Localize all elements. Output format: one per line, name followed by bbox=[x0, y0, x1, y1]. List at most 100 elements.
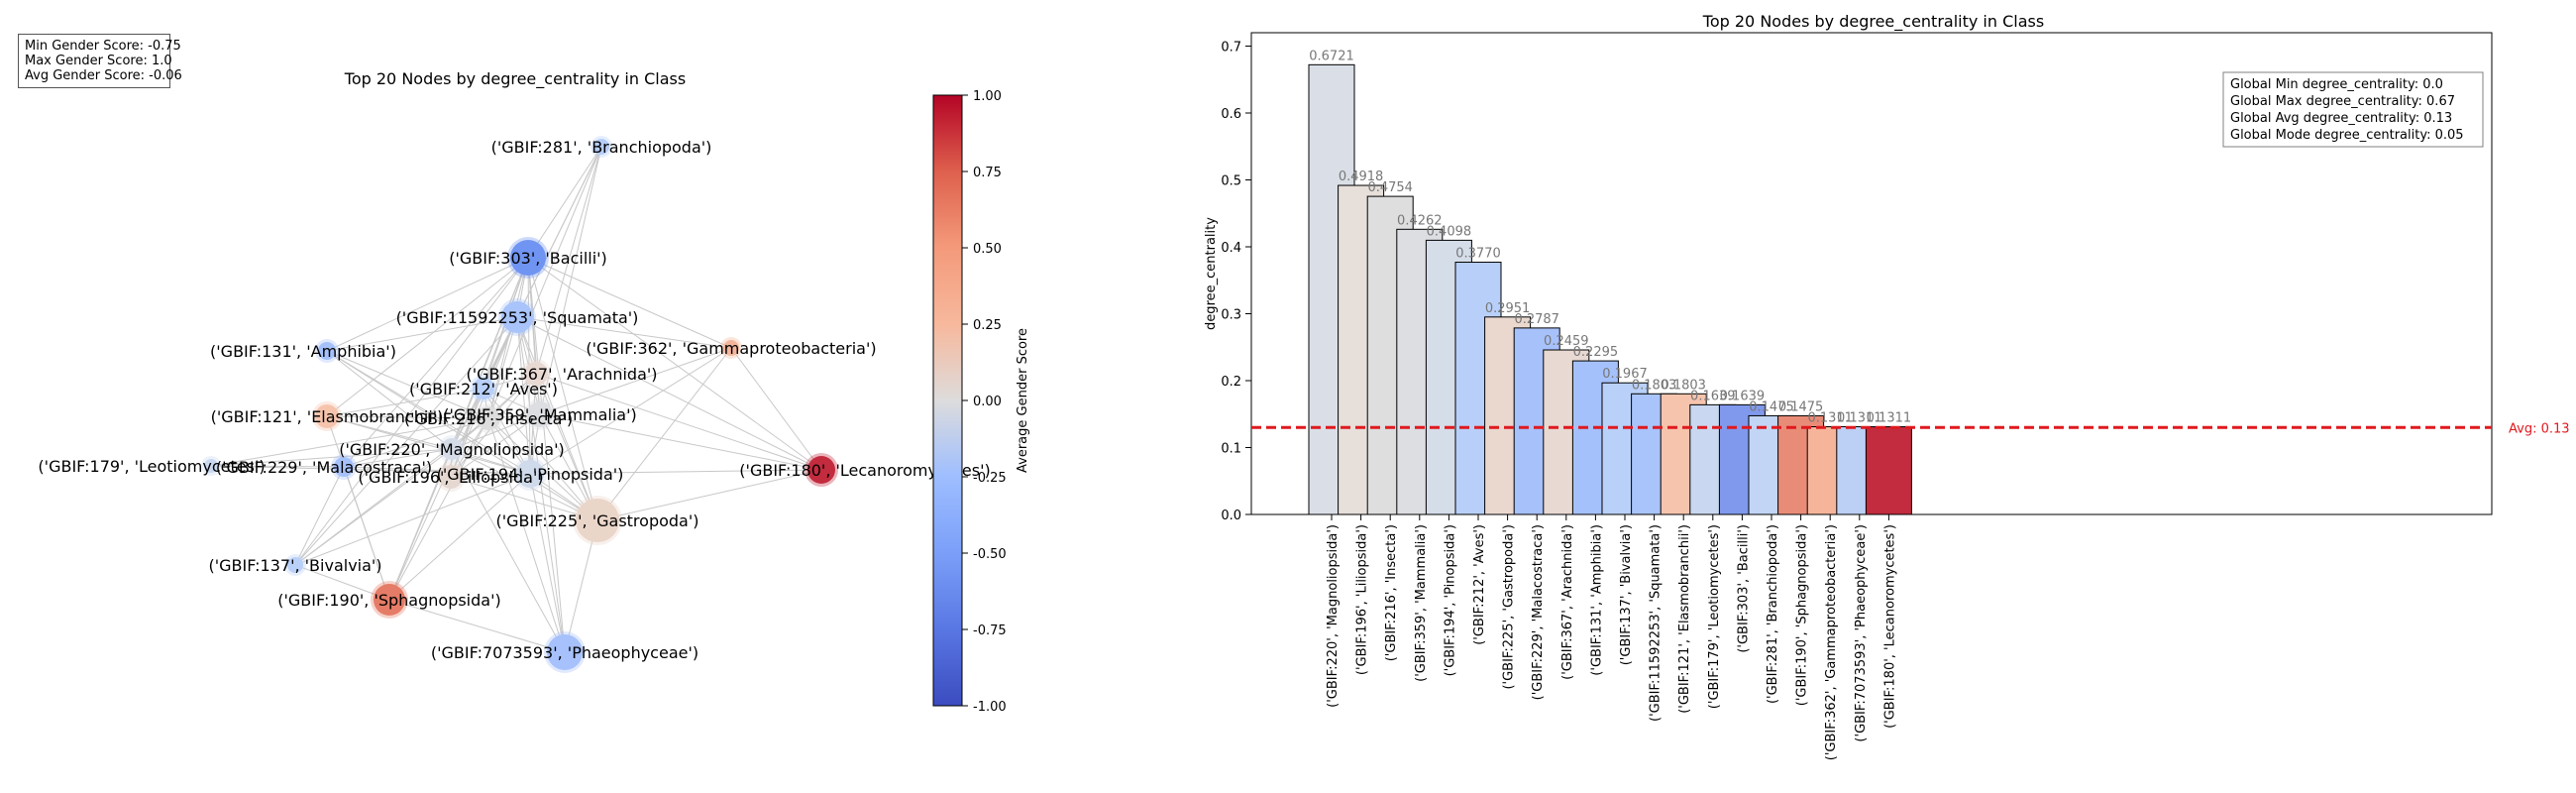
network-edge bbox=[450, 413, 541, 478]
global-mode-text: Global Mode degree_centrality: 0.05 bbox=[2230, 128, 2464, 143]
network-nodes bbox=[201, 136, 838, 673]
x-tick-label: ('GBIF:11592253', 'Squamata') bbox=[1649, 524, 1664, 722]
x-tick-label: ('GBIF:212', 'Aves') bbox=[1472, 524, 1487, 645]
network-edge bbox=[539, 413, 822, 471]
network-edge bbox=[487, 417, 566, 653]
network-node bbox=[204, 459, 218, 473]
network-node bbox=[315, 404, 339, 428]
network-edge bbox=[450, 257, 529, 478]
x-tick-label: ('GBIF:121', 'Elasmobranchii') bbox=[1677, 524, 1692, 714]
bar-value-label: 0.2787 bbox=[1514, 312, 1559, 327]
network-node bbox=[439, 465, 463, 489]
bars bbox=[1308, 63, 1912, 515]
network-node-label: ('GBIF:212', 'Aves') bbox=[409, 380, 558, 398]
bar-value-label: 0.1639 bbox=[1690, 389, 1736, 403]
network-edge bbox=[388, 599, 566, 653]
colorbar-tick-label: -0.25 bbox=[973, 471, 1007, 486]
network-edge bbox=[451, 448, 566, 653]
network-edge bbox=[539, 146, 602, 415]
network-edge bbox=[294, 466, 345, 566]
x-tick-label: ('GBIF:359', 'Mammalia') bbox=[1414, 524, 1429, 682]
network-node-label: ('GBIF:137', 'Bivalvia') bbox=[208, 556, 381, 575]
y-axis-ticks: 0.0 0.1 0.2 0.3 0.4 0.5 0.6 0.7 bbox=[1221, 41, 1251, 523]
network-edge bbox=[326, 350, 453, 450]
global-min-text: Global Min degree_centrality: 0.0 bbox=[2230, 77, 2443, 92]
network-node bbox=[477, 406, 500, 430]
network-edge bbox=[483, 388, 598, 521]
network-node-label: ('GBIF:229', 'Malacostraca') bbox=[216, 458, 432, 477]
network-edge bbox=[451, 146, 602, 450]
colorbar-tick-label: -1.00 bbox=[973, 700, 1007, 715]
bar-value-label: 0.4262 bbox=[1397, 213, 1443, 228]
bar-value-label: 0.1311 bbox=[1837, 411, 1882, 426]
network-node bbox=[501, 301, 533, 333]
network-edge bbox=[527, 257, 566, 653]
network-node bbox=[593, 139, 609, 155]
y-tick-label: 0.0 bbox=[1221, 509, 1241, 523]
bar-value-label: 0.1475 bbox=[1778, 399, 1824, 414]
network-node bbox=[334, 457, 354, 477]
x-axis-ticks: ('GBIF:220', 'Magnoliopsida') ('GBIF:196'… bbox=[1326, 514, 1897, 760]
network-node bbox=[374, 584, 405, 616]
network-edge bbox=[388, 473, 531, 601]
network-edge bbox=[516, 316, 598, 521]
network-edge bbox=[210, 448, 453, 467]
network-edge bbox=[343, 417, 489, 468]
network-node-label: ('GBIF:303', 'Bacilli') bbox=[449, 249, 607, 268]
network-node bbox=[807, 456, 835, 484]
network-edge bbox=[294, 316, 518, 566]
average-line-label: Avg: 0.13 bbox=[2509, 421, 2570, 436]
x-tick-label: ('GBIF:194', 'Pinopsida') bbox=[1443, 524, 1457, 676]
network-node-label: ('GBIF:196', 'Liliopsida') bbox=[358, 468, 543, 487]
x-tick-label: ('GBIF:131', 'Amphibia') bbox=[1589, 524, 1604, 676]
y-tick-label: 0.7 bbox=[1221, 41, 1241, 56]
network-node-label: ('GBIF:220', 'Magnoliopsida') bbox=[339, 440, 565, 459]
network-node-label: ('GBIF:367', 'Arachnida') bbox=[466, 365, 657, 384]
network-node bbox=[576, 499, 619, 542]
network-edge bbox=[527, 257, 822, 471]
network-node bbox=[723, 340, 739, 356]
network-edge bbox=[483, 388, 531, 475]
network-edge bbox=[596, 347, 732, 521]
gender-stats-box: Min Gender Score: -0.75 Max Gender Score… bbox=[18, 34, 182, 88]
network-edge bbox=[450, 476, 598, 521]
x-tick-label: ('GBIF:229', 'Malacostraca') bbox=[1531, 524, 1546, 700]
network-node bbox=[547, 634, 583, 670]
bar-value-label: 0.1803 bbox=[1661, 378, 1706, 393]
network-edge bbox=[487, 316, 518, 419]
bar-value-label: 0.4098 bbox=[1427, 224, 1472, 239]
network-edge bbox=[343, 448, 453, 468]
network-node-label: ('GBIF:7073593', 'Phaeophyceae') bbox=[431, 643, 698, 662]
colorbar-tick-label: 0.25 bbox=[973, 318, 1002, 333]
network-edge bbox=[294, 448, 453, 566]
x-tick-label: ('GBIF:367', 'Arachnida') bbox=[1560, 524, 1575, 680]
bar-value-label: 0.2459 bbox=[1544, 334, 1589, 349]
bar-value-label: 0.1475 bbox=[1749, 399, 1794, 414]
network-node-label: ('GBIF:216', 'Insecta') bbox=[404, 409, 573, 428]
bar-value-label: 0.6721 bbox=[1309, 49, 1354, 63]
network-edge bbox=[343, 466, 531, 475]
network-node bbox=[318, 342, 336, 360]
network-edge bbox=[527, 146, 602, 259]
y-tick-label: 0.6 bbox=[1221, 107, 1241, 122]
network-node-label: ('GBIF:281', 'Branchiopoda') bbox=[491, 138, 712, 157]
bar-value-label: 0.1967 bbox=[1602, 367, 1648, 382]
network-edge bbox=[326, 257, 529, 352]
network-node-label: ('GBIF:121', 'Elasmobranchii') bbox=[211, 407, 444, 426]
x-tick-label: ('GBIF:190', 'Sphagnopsida') bbox=[1795, 524, 1810, 706]
y-tick-label: 0.1 bbox=[1221, 442, 1241, 457]
network-node bbox=[524, 362, 548, 386]
min-gender-score: Min Gender Score: -0.75 bbox=[25, 39, 181, 54]
network-node bbox=[516, 460, 544, 488]
network-node-label: ('GBIF:194', 'Pinopsida') bbox=[437, 465, 624, 484]
bar-value-label: 0.4918 bbox=[1339, 170, 1384, 184]
network-node-label: ('GBIF:180', 'Lecanoromycetes') bbox=[739, 461, 990, 480]
y-axis-label: degree_centrality bbox=[1204, 217, 1219, 330]
bar-value-label: 0.1311 bbox=[1807, 411, 1853, 426]
network-edge bbox=[487, 146, 602, 419]
network-node-label: ('GBIF:359', 'Mammalia') bbox=[443, 405, 637, 424]
x-tick-label: ('GBIF:7073593', 'Phaeophyceae') bbox=[1854, 524, 1869, 742]
colorbar bbox=[932, 94, 963, 707]
network-edge bbox=[326, 316, 518, 352]
